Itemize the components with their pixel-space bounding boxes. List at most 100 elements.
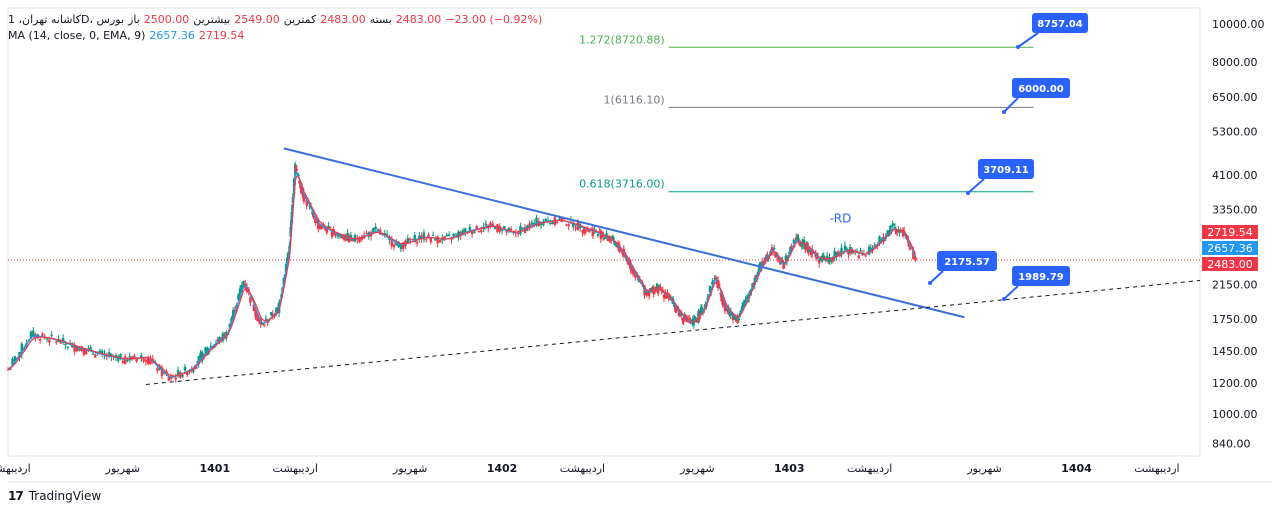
candle-body: [133, 355, 136, 360]
candle-body: [658, 286, 661, 288]
callout-box: [1012, 266, 1070, 286]
candle-body: [261, 322, 264, 325]
candle-body: [675, 309, 678, 311]
candle-body: [773, 248, 776, 250]
candle-body: [723, 302, 727, 312]
candle-body: [200, 351, 204, 362]
fib-level-label: 0.618(3716.00): [579, 178, 665, 191]
candle-body: [721, 294, 724, 305]
candle-body: [737, 318, 740, 321]
y-tick-label: 840.00: [1212, 437, 1251, 450]
candle-body: [427, 234, 430, 238]
x-tick-label: اردیبهشت: [273, 462, 318, 475]
y-tick-label: 3350.00: [1212, 203, 1258, 216]
candle-body: [852, 252, 855, 254]
candle-body: [271, 314, 275, 317]
candle-body: [329, 227, 332, 229]
descending-trendline: [283, 147, 965, 319]
legend-change-value: −23.00 (−0.92%): [445, 13, 543, 26]
candle-body: [144, 359, 148, 362]
candle-body: [9, 368, 12, 370]
candle-body: [822, 255, 825, 259]
legend-ma-label: MA (14, close, 0, EMA, 9): [8, 29, 146, 42]
candle-body: [782, 262, 785, 269]
x-tick-label: شهریور: [392, 462, 427, 475]
candle-body: [209, 345, 212, 348]
candle-body: [298, 180, 301, 184]
candle-body: [845, 248, 848, 250]
candle-body: [889, 225, 892, 234]
candle-body: [601, 233, 605, 238]
candle-body: [470, 231, 474, 235]
candle-body: [912, 250, 915, 259]
candle-body: [544, 218, 547, 221]
candle-body: [473, 231, 476, 233]
candle-body: [450, 237, 453, 240]
candle-body: [516, 232, 520, 235]
candle-body: [643, 285, 646, 296]
candle-body: [806, 242, 809, 252]
tradingview-brand[interactable]: 17 TradingView: [8, 489, 101, 503]
candle-body: [174, 377, 177, 380]
candle-body: [425, 239, 428, 241]
candle-body: [584, 230, 588, 232]
legend-close-label: بسته: [369, 13, 392, 26]
callout-anchor-dot: [1016, 45, 1020, 49]
x-tick-label: 1404: [1061, 462, 1092, 475]
candle-body: [567, 224, 570, 227]
legend-high-value: 2549.00: [234, 13, 280, 26]
candle-body: [662, 294, 666, 299]
callout-pointer: [1017, 32, 1039, 48]
candle-body: [480, 230, 483, 232]
candle-body: [344, 236, 347, 241]
candle-body: [778, 261, 782, 264]
candle-body: [774, 251, 777, 258]
candle-body: [505, 229, 508, 233]
candle-body: [89, 347, 92, 350]
candle-body: [843, 245, 847, 250]
candle-body: [429, 238, 433, 243]
ema-line: [7, 175, 917, 377]
candle-body: [533, 223, 536, 225]
candle-body: [627, 262, 630, 265]
candle-body: [789, 246, 792, 254]
candle-body: [75, 346, 79, 352]
candle-body: [98, 350, 102, 354]
candle-body: [356, 238, 359, 240]
price-axis-label-bg: [1202, 240, 1258, 255]
candle-body: [299, 182, 302, 189]
candle-body: [146, 356, 150, 365]
y-tick-label: 2150.00: [1212, 278, 1258, 291]
candle-body: [477, 231, 481, 233]
candle-body: [831, 257, 835, 262]
candle-body: [461, 229, 465, 235]
candle-body: [874, 244, 878, 246]
price-axis-label: 2657.36: [1207, 242, 1253, 255]
candle-body: [605, 233, 608, 238]
candle-body: [78, 348, 81, 351]
candle-body: [596, 233, 600, 236]
x-tick-label: شهریور: [105, 462, 140, 475]
candle-body: [632, 273, 636, 275]
callout-value: 2175.57: [944, 257, 990, 268]
candle-body: [114, 355, 118, 358]
y-tick-label: 6500.00: [1212, 91, 1258, 104]
candle-body: [840, 247, 843, 255]
candle-body: [464, 228, 467, 233]
candle-body: [385, 233, 389, 235]
candle-body: [645, 291, 648, 296]
candle-body: [218, 337, 221, 342]
y-tick-label: 1000.00: [1212, 408, 1258, 421]
candle-body: [335, 234, 339, 236]
legend-ma-value: 2657.36: [149, 29, 195, 42]
candle-body: [123, 356, 127, 365]
candle-body: [719, 293, 722, 295]
candle-body: [94, 354, 97, 358]
candle-body: [55, 341, 58, 343]
candle-body: [181, 375, 184, 377]
candle-body: [269, 312, 273, 315]
legend-ma-row[interactable]: MA (14, close, 0, EMA, 9) 2657.36 2719.5…: [8, 28, 542, 44]
candle-body: [349, 235, 353, 238]
